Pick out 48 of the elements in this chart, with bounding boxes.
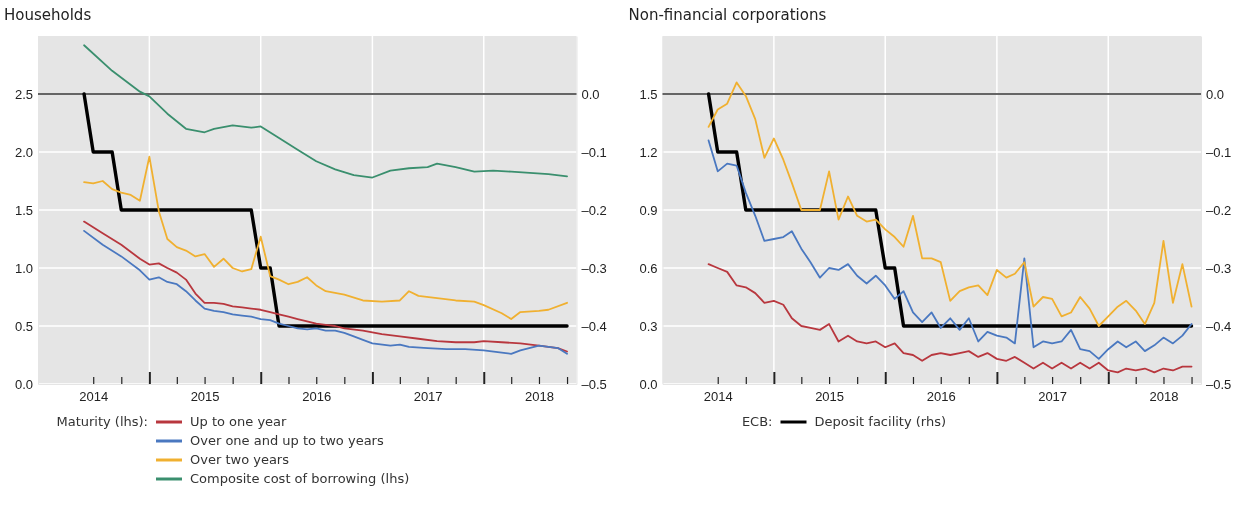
y-tick-label: 2.5 — [14, 86, 33, 102]
x-tick-label: 2017 — [1038, 389, 1068, 405]
y2-tick-label: –0.2 — [581, 202, 607, 218]
y2-tick-label: –0.4 — [581, 318, 607, 334]
y-tick-label: 0.0 — [639, 376, 658, 392]
y-tick-label: 1.5 — [639, 86, 658, 102]
x-tick-label: 2017 — [413, 389, 443, 405]
line-series — [707, 139, 1193, 360]
x-tick-label: 2014 — [79, 389, 109, 405]
y2-tick-label: 0.0 — [1206, 86, 1225, 102]
x-tick-label: 2018 — [1149, 389, 1179, 405]
x-tick-label: 2016 — [926, 389, 956, 405]
legend-label: Deposit facility (rhs) — [814, 414, 947, 429]
y2-tick-label: –0.5 — [581, 376, 607, 392]
line-series — [707, 263, 1193, 374]
y2-tick-label: –0.4 — [1206, 318, 1232, 334]
x-tick-label: 2016 — [302, 389, 332, 405]
y-tick-label: 1.5 — [14, 202, 33, 218]
y-tick-label: 2.0 — [14, 144, 33, 160]
y-tick-label: 0.0 — [14, 376, 33, 392]
y2-tick-label: –0.3 — [581, 260, 607, 276]
y2-tick-label: –0.5 — [1206, 376, 1232, 392]
x-tick-label: 2014 — [703, 389, 733, 405]
x-tick-label: 2015 — [815, 389, 845, 405]
x-tick-label: 2015 — [190, 389, 220, 405]
y-tick-label: 0.5 — [14, 318, 33, 334]
legend-label: Up to one year — [190, 414, 288, 429]
legend-title: Maturity (lhs): — [56, 414, 148, 429]
y2-tick-label: –0.1 — [581, 144, 607, 160]
line-series — [83, 44, 568, 179]
y-tick-label: 0.6 — [639, 260, 658, 276]
y2-tick-label: 0.0 — [581, 86, 600, 102]
legend-label: Over one and up to two years — [190, 433, 384, 448]
line-series — [82, 92, 569, 328]
x-tick-label: 2018 — [525, 389, 554, 405]
y-tick-label: 1.2 — [639, 144, 658, 160]
y-tick-label: 0.9 — [639, 202, 658, 218]
chart-title: Households — [4, 6, 92, 24]
legend-label: Composite cost of borrowing (lhs) — [190, 471, 410, 486]
chart-title: Non-financial corporations — [628, 6, 827, 24]
y2-tick-label: –0.1 — [1206, 144, 1232, 160]
y-tick-label: 1.0 — [14, 260, 33, 276]
line-series — [83, 155, 568, 320]
legend-title: ECB: — [741, 414, 773, 429]
y2-tick-label: –0.2 — [1206, 202, 1232, 218]
y-tick-label: 0.3 — [639, 318, 658, 334]
y2-tick-label: –0.3 — [1206, 260, 1232, 276]
legend-label: Over two years — [190, 452, 290, 467]
